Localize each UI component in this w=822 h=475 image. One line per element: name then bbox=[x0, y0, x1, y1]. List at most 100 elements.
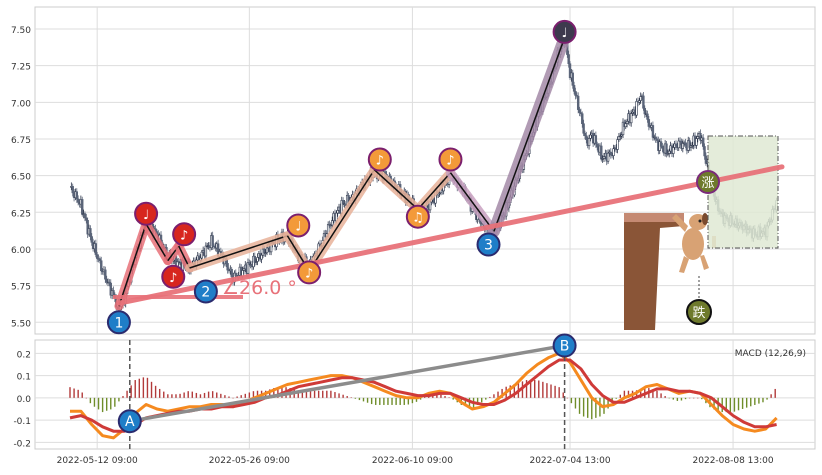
macd-histogram-bar bbox=[627, 390, 630, 398]
wave-label: ♪ bbox=[172, 222, 197, 247]
candle-body bbox=[612, 148, 615, 156]
macd-histogram-bar bbox=[403, 397, 405, 405]
macd-histogram-bar bbox=[493, 394, 495, 398]
macd-histogram-bar bbox=[346, 396, 348, 398]
macd-histogram-bar bbox=[534, 380, 536, 398]
candle-body bbox=[624, 123, 627, 128]
candle-body bbox=[625, 120, 629, 124]
macd-histogram-bar bbox=[248, 392, 251, 398]
candle-body bbox=[589, 134, 592, 139]
candle-body bbox=[219, 251, 223, 254]
macd-histogram-bar bbox=[277, 387, 279, 398]
candle-body bbox=[646, 113, 649, 120]
wave-label: 1 bbox=[106, 310, 131, 335]
candle-body bbox=[629, 113, 633, 124]
fall-signal-text: 跌 bbox=[692, 305, 705, 321]
macd-histogram-bar bbox=[110, 397, 112, 410]
macd-histogram-bar bbox=[542, 381, 544, 398]
macd-divergence-line bbox=[129, 343, 565, 423]
wave-lines bbox=[114, 31, 571, 311]
macd-histogram-bar bbox=[187, 391, 189, 398]
macd-histogram-bar bbox=[232, 397, 234, 399]
wave-label: ♫ bbox=[405, 204, 430, 229]
macd-histogram-bar bbox=[370, 397, 373, 405]
macd-markers: AB bbox=[117, 333, 577, 449]
macd-histogram-bar bbox=[252, 391, 255, 398]
wave-label-marker bbox=[405, 204, 430, 229]
macd-histogram-bar bbox=[688, 397, 691, 399]
x-axis: 2022-05-12 09:00 2022-05-26 09:00 2022-06-… bbox=[57, 456, 774, 466]
candle-body bbox=[204, 245, 208, 257]
candle-body bbox=[211, 235, 214, 247]
macd-histogram-bar bbox=[758, 397, 760, 404]
macd-histogram-bar bbox=[183, 392, 185, 398]
candle-body bbox=[100, 260, 103, 272]
candle-body bbox=[254, 261, 258, 263]
macd-histogram-bar bbox=[697, 397, 699, 399]
macd-histogram-bar bbox=[623, 390, 626, 398]
wave-line bbox=[493, 37, 566, 232]
rise-signal: 涨 bbox=[696, 170, 720, 194]
macd-histogram-bar bbox=[750, 397, 752, 407]
candle-body bbox=[105, 278, 108, 283]
candle-body bbox=[620, 134, 623, 137]
candle-body bbox=[635, 101, 638, 116]
macd-histogram-bar bbox=[375, 397, 377, 405]
macd-histogram-bar bbox=[97, 397, 100, 410]
wave-label-text: ♪ bbox=[376, 154, 384, 169]
trend-line bbox=[116, 164, 785, 306]
macd-histogram-bar bbox=[73, 388, 75, 398]
macd-histogram-bar bbox=[770, 394, 772, 398]
wave-label-text: ♪ bbox=[169, 271, 177, 286]
macd-histogram-bar bbox=[566, 397, 569, 399]
macd-histogram-bar bbox=[297, 390, 299, 398]
candle-body bbox=[681, 143, 685, 149]
candle-body bbox=[571, 72, 574, 86]
macd-y-tick-label: 0.1 bbox=[17, 373, 31, 383]
candle-body bbox=[574, 91, 577, 96]
candle-body bbox=[655, 138, 659, 141]
candle-body bbox=[263, 248, 266, 254]
macd-histogram-bar bbox=[550, 384, 552, 398]
wave-label-text: ♩ bbox=[295, 219, 301, 234]
candle-body bbox=[672, 147, 675, 154]
macd-histogram-bar bbox=[171, 394, 173, 398]
candle-body bbox=[602, 156, 606, 159]
candle-body bbox=[242, 268, 246, 271]
macd-histogram-bar bbox=[452, 397, 454, 400]
wave-label-text: ♪ bbox=[305, 266, 313, 281]
wave-label-text: 2 bbox=[201, 284, 210, 300]
wave-line bbox=[145, 223, 169, 262]
macd-histogram-bar bbox=[191, 391, 193, 398]
macd-panel: 0.20.10.0-0.1-0.2 AB MACD (12,26,9) bbox=[13, 333, 816, 450]
macd-histogram-bar bbox=[354, 397, 357, 399]
wave-label-marker bbox=[476, 232, 501, 257]
macd-histogram-bar bbox=[105, 397, 108, 411]
candle-body bbox=[674, 143, 678, 147]
candle-body bbox=[83, 213, 87, 219]
macd-histogram-bar bbox=[203, 392, 206, 398]
wave-label-marker bbox=[367, 147, 392, 172]
macd-histogram-bar bbox=[619, 394, 622, 398]
macd-histogram-bar bbox=[672, 397, 674, 400]
candle-body bbox=[600, 145, 603, 160]
candle-body bbox=[699, 133, 702, 141]
macd-histogram-bar bbox=[146, 377, 149, 398]
candle-body bbox=[596, 143, 599, 148]
wave-label-marker bbox=[297, 260, 322, 285]
macd-histogram-bar bbox=[733, 397, 736, 412]
candle-body bbox=[639, 96, 642, 101]
candle-body bbox=[90, 236, 93, 243]
macd-histogram-bar bbox=[411, 397, 414, 404]
candle-body bbox=[643, 107, 646, 115]
wave-label-text: ♫ bbox=[412, 211, 424, 226]
macd-histogram-bar bbox=[737, 397, 740, 411]
macd-histogram-bar bbox=[656, 390, 658, 398]
candle-body bbox=[71, 186, 74, 194]
candle-body bbox=[104, 269, 107, 280]
wave-label: ♩ bbox=[552, 19, 577, 44]
macd-histogram-bar bbox=[179, 393, 181, 398]
candle-body bbox=[688, 140, 691, 148]
fall-signal: 跌 bbox=[686, 299, 712, 325]
wave-label-text: 1 bbox=[114, 315, 123, 331]
